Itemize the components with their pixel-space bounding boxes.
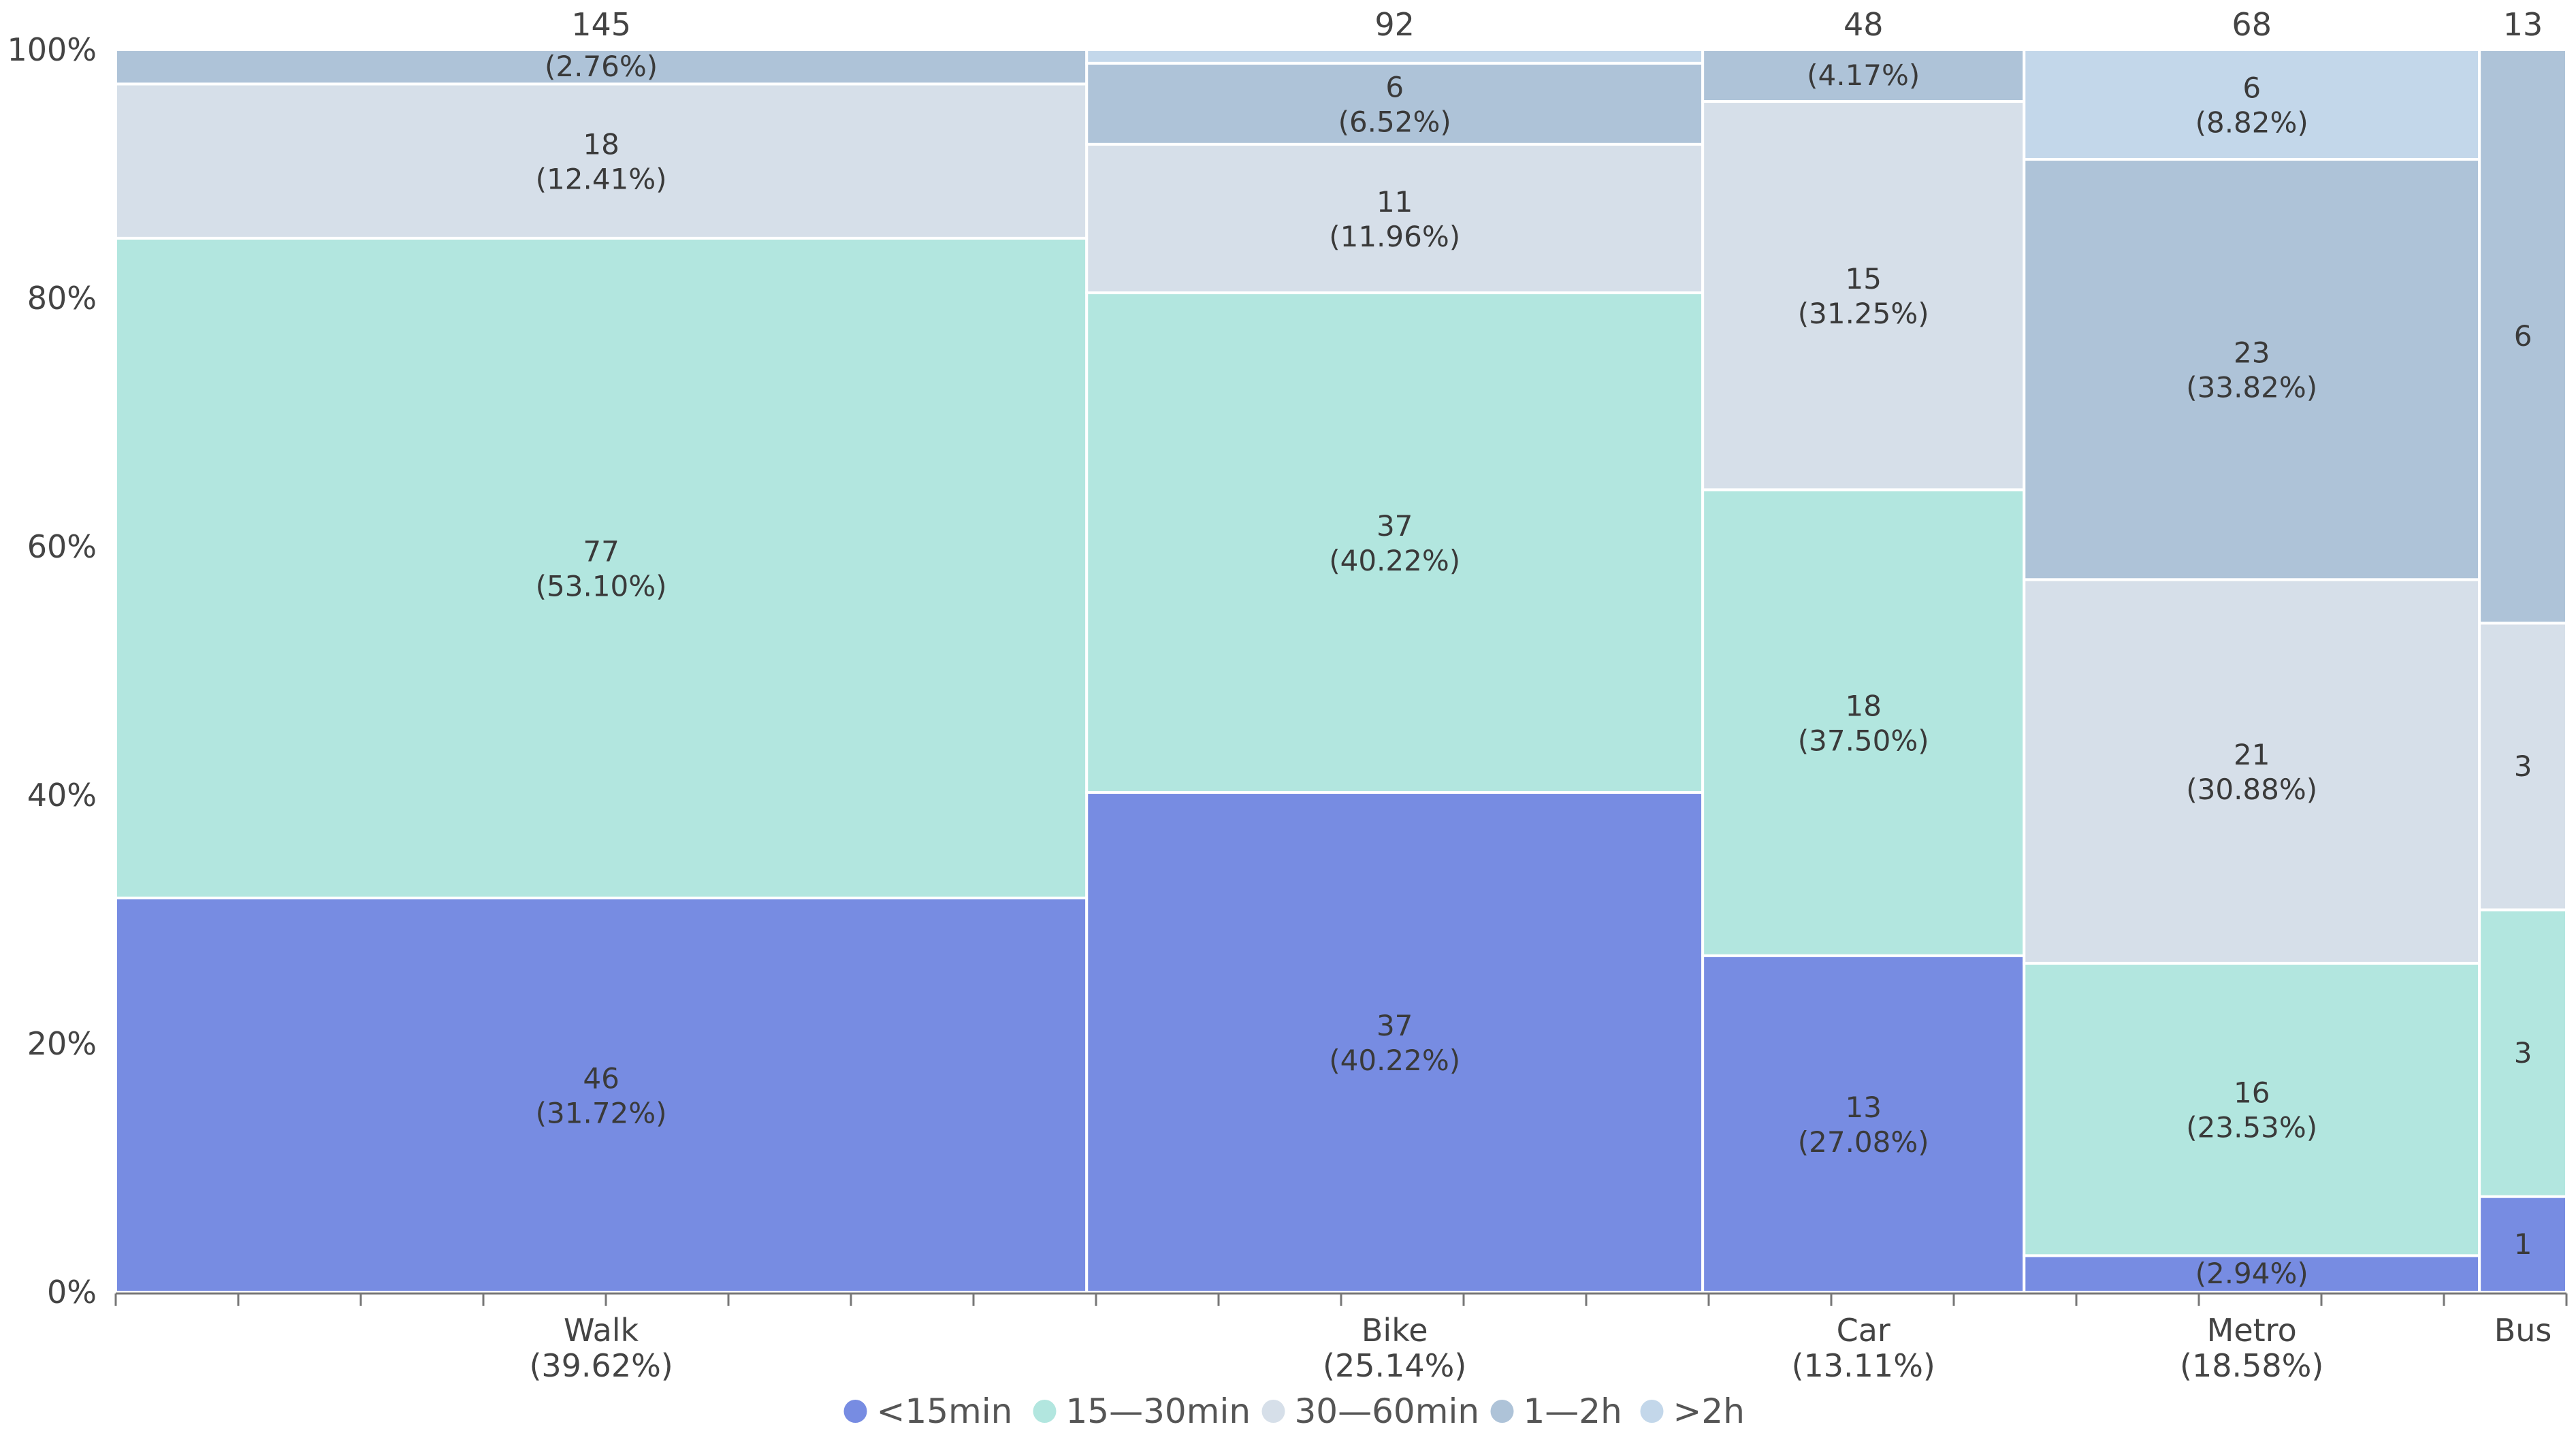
mosaic-cell[interactable] xyxy=(2478,1195,2568,1294)
column-total-label: 145 xyxy=(571,6,631,43)
legend-marker xyxy=(1640,1400,1664,1423)
segment-count-label: 37 xyxy=(1376,509,1413,543)
y-tick-label: 100% xyxy=(7,31,97,68)
segment-count-label: 18 xyxy=(583,128,619,161)
segment-percent-label: (31.25%) xyxy=(1798,297,1929,330)
legend-label: 15—30min xyxy=(1066,1392,1251,1431)
segment-percent-label: (6.52%) xyxy=(1338,105,1451,138)
segment-count-label: 3 xyxy=(2514,1036,2532,1070)
segment-percent-label: (2.76%) xyxy=(545,50,658,83)
segment-percent-label: (33.82%) xyxy=(2186,371,2317,404)
segment-count-label: 6 xyxy=(2242,71,2261,105)
column-total-label: 13 xyxy=(2503,6,2543,43)
legend-item[interactable]: <15min xyxy=(843,1392,1013,1431)
mosaic-cell[interactable] xyxy=(114,897,1089,1294)
mosaic-cell[interactable] xyxy=(1701,488,2026,957)
mosaic-cell[interactable] xyxy=(2478,48,2568,625)
x-share-label: (25.14%) xyxy=(1323,1347,1466,1384)
mosaic-cell[interactable] xyxy=(2023,158,2481,581)
segment-count-label: 46 xyxy=(583,1062,619,1095)
x-category-label: Car xyxy=(1837,1312,1890,1349)
mosaic-cell[interactable] xyxy=(1085,61,1705,146)
x-category-label: Bike xyxy=(1362,1312,1428,1349)
mosaic-cell[interactable] xyxy=(2023,48,2481,161)
y-axis: 0% 20% 40% 60% 80% 100% xyxy=(7,31,97,1311)
legend-item[interactable]: 30—60min xyxy=(1261,1392,1480,1431)
legend-label: <15min xyxy=(877,1392,1013,1431)
segment-percent-label: (53.10%) xyxy=(536,569,667,602)
legend-label: >2h xyxy=(1673,1392,1745,1431)
segment-percent-label: (37.50%) xyxy=(1798,724,1929,758)
segment-percent-label: (4.17%) xyxy=(1807,59,1920,92)
x-category-label: Walk xyxy=(564,1312,639,1349)
segment-count-label: 11 xyxy=(1376,185,1413,219)
segment-percent-label: (40.22%) xyxy=(1329,544,1460,577)
legend-item[interactable]: 1—2h xyxy=(1490,1392,1622,1431)
segment-percent-label: (23.53%) xyxy=(2186,1111,2317,1144)
segment-percent-label: (27.08%) xyxy=(1798,1125,1929,1159)
mosaic-cell[interactable] xyxy=(1085,291,1705,794)
x-share-label: (18.58%) xyxy=(2180,1347,2323,1384)
mosaic-cell[interactable] xyxy=(2023,578,2481,965)
y-tick-label: 20% xyxy=(27,1025,97,1062)
legend-marker xyxy=(843,1400,867,1423)
segment-count-label: 15 xyxy=(1845,262,1881,295)
mosaic-cell[interactable] xyxy=(1701,954,2026,1294)
legend[interactable]: <15min 15—30min 30—60min 1—2h >2h xyxy=(843,1392,1745,1431)
segment-count-label: 6 xyxy=(1385,70,1404,103)
segment-percent-label: (40.22%) xyxy=(1329,1044,1460,1077)
segment-labels: 46(31.72%)77(53.10%)18(12.41%)(2.76%)37(… xyxy=(536,50,2532,1290)
segment-count-label: 23 xyxy=(2234,336,2270,370)
mosaic-cell[interactable] xyxy=(2023,1254,2481,1294)
mosaic-cell[interactable] xyxy=(2478,908,2568,1198)
segment-percent-label: (2.94%) xyxy=(2195,1257,2308,1290)
segment-percent-label: (12.41%) xyxy=(536,163,667,196)
segment-count-label: 16 xyxy=(2234,1076,2270,1110)
mosaic-cell[interactable] xyxy=(1085,791,1705,1294)
y-tick-label: 60% xyxy=(27,528,97,565)
legend-marker xyxy=(1261,1400,1285,1423)
column-total-label: 92 xyxy=(1374,6,1415,43)
segment-count-label: 77 xyxy=(583,534,619,568)
y-tick-label: 0% xyxy=(47,1274,97,1311)
x-axis: Walk(39.62%) Bike(25.14%) Car(13.11%) Metro… xyxy=(114,1292,2568,1384)
legend-marker xyxy=(1490,1400,1514,1423)
legend-item[interactable]: >2h xyxy=(1640,1392,1745,1431)
segment-percent-label: (11.96%) xyxy=(1329,220,1460,253)
x-category-label: Bus xyxy=(2494,1312,2552,1349)
x-share-label: (39.62%) xyxy=(529,1347,673,1384)
legend-label: 30—60min xyxy=(1295,1392,1480,1431)
legend-marker xyxy=(1033,1400,1057,1423)
segment-count-label: 21 xyxy=(2234,738,2270,771)
segment-count-label: 13 xyxy=(1845,1091,1881,1124)
segment-count-label: 6 xyxy=(2514,319,2532,353)
column-total-label: 68 xyxy=(2232,6,2272,43)
mosaic-cell[interactable] xyxy=(1085,142,1705,295)
segment-percent-label: (8.82%) xyxy=(2195,106,2308,140)
x-category-label: Metro xyxy=(2207,1312,2297,1349)
x-share-label: (13.11%) xyxy=(1792,1347,1935,1384)
segment-count-label: 1 xyxy=(2514,1227,2532,1261)
segment-count-label: 37 xyxy=(1376,1009,1413,1042)
segment-count-label: 18 xyxy=(1845,690,1881,723)
mosaic-cell[interactable] xyxy=(114,236,1089,900)
mosaic-cell[interactable] xyxy=(2478,622,2568,912)
segment-count-label: 3 xyxy=(2514,750,2532,783)
segment-percent-label: (30.88%) xyxy=(2186,773,2317,806)
y-tick-label: 80% xyxy=(27,280,97,317)
mosaic-cell[interactable] xyxy=(1701,48,2026,103)
column-total-label: 48 xyxy=(1844,6,1884,43)
mosaic-cells xyxy=(114,48,2568,1294)
mosaic-cell[interactable] xyxy=(1085,48,1705,65)
mosaic-cell[interactable] xyxy=(2023,961,2481,1257)
mosaic-cell[interactable] xyxy=(1701,100,2026,492)
segment-percent-label: (31.72%) xyxy=(536,1097,667,1130)
y-tick-label: 40% xyxy=(27,777,97,814)
column-totals: 145 92 48 68 13 xyxy=(571,6,2543,43)
legend-label: 1—2h xyxy=(1524,1392,1622,1431)
legend-item[interactable]: 15—30min xyxy=(1033,1392,1251,1431)
